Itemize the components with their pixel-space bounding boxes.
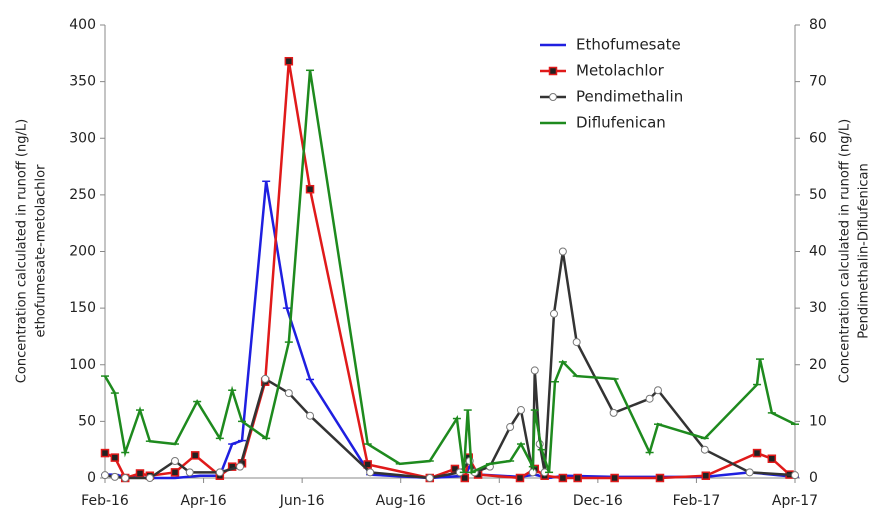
legend-label: Metolachlor (576, 62, 665, 80)
data-point (791, 471, 799, 480)
data-point (516, 406, 525, 415)
data-point (185, 468, 194, 477)
series-line (104, 61, 791, 481)
data-point (701, 471, 711, 480)
data-point (284, 389, 293, 398)
data-point (609, 408, 618, 417)
data-point (653, 386, 662, 395)
y-axis-title: Concentration calculated in runoff (ng/L… (15, 119, 30, 383)
y2-tick-label: 50 (809, 187, 827, 203)
data-point (655, 473, 665, 483)
legend-marker (548, 66, 558, 76)
x-tick-label: Apr-16 (180, 493, 226, 509)
data-point (767, 454, 777, 463)
data-point (610, 473, 619, 483)
y2-tick-label: 30 (809, 300, 827, 316)
x-tick-label: Feb-17 (673, 493, 721, 509)
data-point (645, 394, 654, 403)
legend-label: Pendimethalin (576, 88, 683, 106)
data-point (425, 474, 434, 482)
data-point (549, 309, 558, 318)
axis-titles: Concentration calculated in runoff (ng/L… (15, 119, 872, 383)
data-point (110, 453, 120, 462)
x-tick-label: Dec-16 (573, 493, 623, 509)
y2-tick-label: 20 (809, 357, 827, 373)
data-point (752, 448, 762, 458)
data-point (572, 338, 581, 347)
data-point (215, 468, 224, 477)
data-point (101, 471, 109, 480)
data-point (100, 448, 110, 458)
data-point (170, 457, 179, 466)
y-tick-label: 400 (69, 17, 96, 33)
data-point (170, 468, 180, 477)
data-point (261, 374, 270, 383)
x-tick-label: Jun-16 (279, 493, 325, 509)
data-point (460, 473, 470, 483)
y2-tick-label: 60 (809, 130, 827, 146)
legend-label: Ethofumesate (576, 36, 681, 54)
data-point (515, 473, 525, 483)
data-point (135, 469, 145, 478)
x-tick-label: Apr-17 (772, 493, 818, 509)
data-point (110, 472, 119, 481)
data-point (190, 451, 200, 460)
data-point (530, 366, 539, 375)
y2-tick-label: 80 (809, 17, 827, 33)
y-tick-label: 0 (87, 470, 96, 486)
y-tick-label: 100 (69, 357, 96, 373)
y2-tick-label: 10 (809, 413, 827, 429)
data-point (306, 411, 315, 420)
y-tick-label: 350 (69, 74, 96, 90)
data-point (145, 474, 154, 482)
data-point (121, 474, 130, 482)
y-tick-label: 50 (78, 413, 96, 429)
data-point (700, 445, 709, 454)
y-tick-label: 300 (69, 130, 96, 146)
legend-label: Diflufenican (576, 114, 666, 132)
data-point (558, 247, 567, 256)
y2-tick-label: 0 (809, 470, 818, 486)
y2-axis-title: Pendimethalin-Diflufenican (857, 163, 872, 338)
x-tick-label: Oct-16 (476, 493, 523, 509)
data-point (363, 460, 372, 469)
data-point (528, 468, 537, 477)
legend-marker (549, 93, 557, 101)
y-tick-label: 150 (69, 300, 96, 316)
y2-tick-label: 40 (809, 244, 827, 260)
data-point (284, 56, 294, 66)
y-tick-label: 250 (69, 187, 96, 203)
data-point (573, 473, 582, 483)
y2-axis-title: Concentration calculated in runoff (ng/L… (838, 119, 853, 383)
y-axis-title: ethofumesate-metolachlor (34, 164, 49, 338)
data-point (745, 468, 754, 477)
series-line (104, 251, 796, 480)
data-point (558, 473, 568, 483)
x-tick-label: Aug-16 (376, 493, 426, 509)
data-point (366, 468, 375, 477)
y-tick-label: 200 (69, 244, 96, 260)
data-point (506, 423, 515, 432)
y2-tick-label: 70 (809, 74, 827, 90)
data-point (236, 462, 245, 471)
data-point (305, 184, 315, 194)
x-tick-label: Feb-16 (81, 493, 129, 509)
series-line (103, 70, 796, 475)
